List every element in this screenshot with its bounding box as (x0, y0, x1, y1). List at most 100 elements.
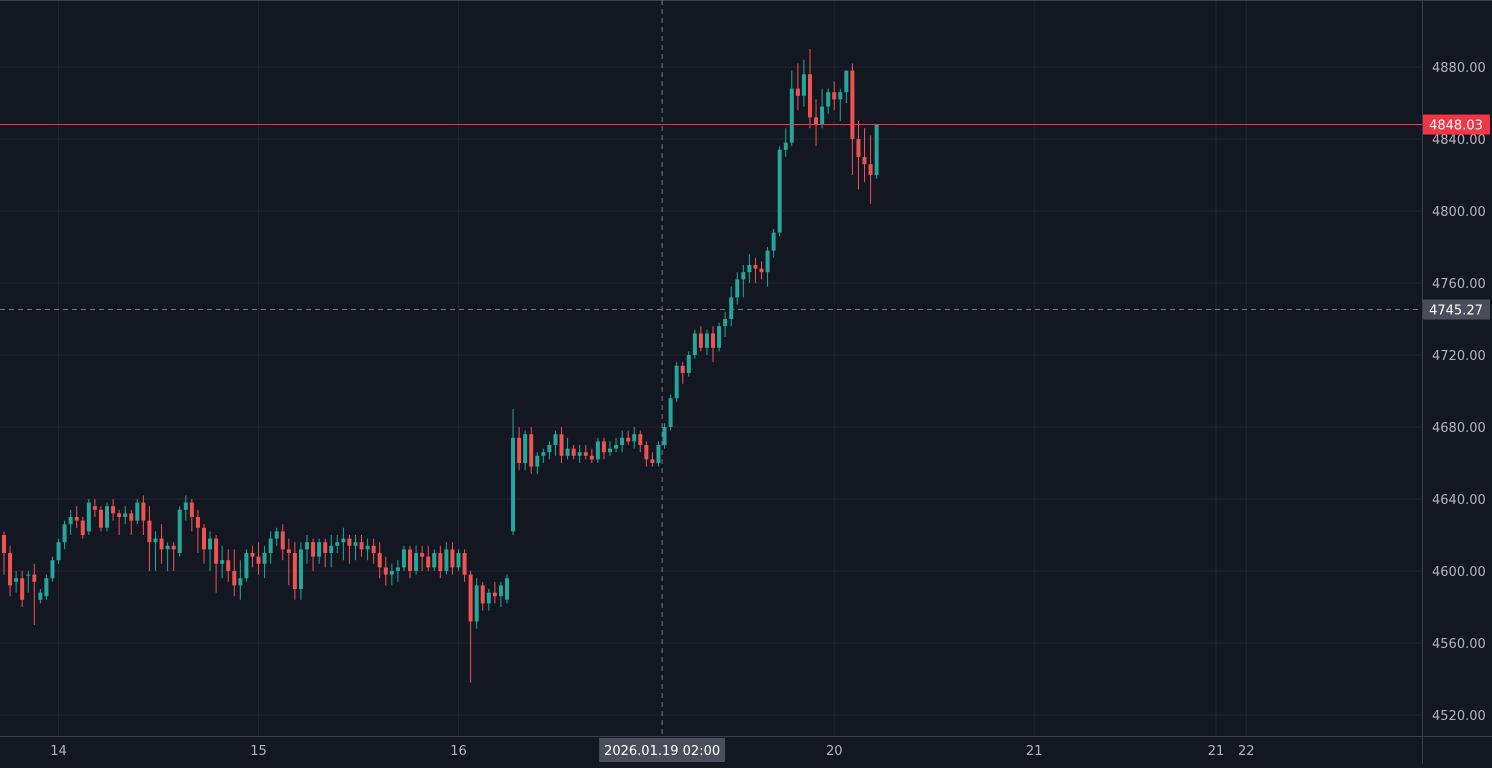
candle[interactable] (153, 531, 158, 571)
candle[interactable] (644, 441, 649, 467)
candle[interactable] (704, 329, 709, 355)
candle[interactable] (214, 535, 219, 593)
candle[interactable] (317, 538, 322, 564)
candle[interactable] (608, 441, 612, 456)
candle[interactable] (795, 63, 800, 111)
candle[interactable] (753, 257, 758, 283)
candle[interactable] (868, 135, 873, 204)
candle[interactable] (80, 517, 85, 539)
candle[interactable] (504, 574, 509, 604)
candle[interactable] (129, 509, 134, 535)
candle[interactable] (323, 538, 328, 568)
candle[interactable] (814, 99, 819, 147)
candle[interactable] (783, 128, 788, 157)
candle[interactable] (311, 538, 316, 571)
candle[interactable] (626, 430, 631, 445)
candle[interactable] (262, 545, 267, 579)
candle[interactable] (408, 545, 413, 579)
candle[interactable] (111, 499, 116, 521)
candle[interactable] (517, 427, 522, 471)
candle[interactable] (468, 571, 473, 683)
candle[interactable] (256, 542, 261, 575)
candle[interactable] (601, 437, 606, 460)
candle[interactable] (86, 499, 91, 535)
candle[interactable] (335, 535, 340, 553)
candle[interactable] (274, 527, 279, 546)
candle[interactable] (444, 542, 449, 575)
candle[interactable] (553, 430, 558, 456)
candle[interactable] (662, 423, 667, 449)
candle[interactable] (426, 545, 431, 571)
candle[interactable] (492, 581, 497, 604)
candle[interactable] (195, 509, 200, 553)
candle[interactable] (632, 427, 637, 449)
candle[interactable] (650, 452, 655, 467)
candle[interactable] (529, 427, 534, 474)
candle[interactable] (135, 499, 140, 525)
candle[interactable] (856, 121, 861, 190)
candle[interactable] (741, 265, 746, 298)
candle[interactable] (244, 549, 249, 582)
candle[interactable] (735, 272, 740, 305)
candle[interactable] (565, 437, 570, 460)
candle[interactable] (438, 545, 443, 579)
candle[interactable] (711, 326, 716, 363)
candle[interactable] (2, 531, 6, 575)
candle[interactable] (250, 545, 255, 568)
candle[interactable] (220, 545, 225, 579)
candle[interactable] (359, 535, 364, 557)
candle[interactable] (498, 581, 503, 607)
candle[interactable] (723, 311, 728, 337)
candle[interactable] (98, 506, 103, 532)
candle[interactable] (141, 495, 146, 535)
candle[interactable] (365, 538, 370, 561)
candle[interactable] (729, 286, 734, 327)
candle[interactable] (201, 524, 206, 564)
candle[interactable] (456, 549, 461, 571)
candle[interactable] (668, 394, 673, 431)
candle[interactable] (74, 506, 79, 528)
candle[interactable] (165, 542, 170, 571)
candle[interactable] (62, 520, 67, 550)
candle[interactable] (38, 589, 43, 604)
candle[interactable] (583, 445, 588, 460)
candle[interactable] (559, 427, 564, 463)
candle[interactable] (56, 538, 61, 564)
candle[interactable] (401, 545, 406, 571)
candle[interactable] (50, 556, 55, 582)
candle[interactable] (638, 430, 643, 453)
candle[interactable] (420, 545, 425, 571)
candle[interactable] (189, 499, 194, 532)
candle[interactable] (620, 430, 625, 453)
candle[interactable] (844, 70, 849, 103)
candle[interactable] (389, 563, 394, 586)
candle[interactable] (686, 351, 691, 377)
candle[interactable] (68, 509, 73, 535)
candle[interactable] (208, 531, 213, 571)
candle[interactable] (777, 146, 782, 237)
candle[interactable] (183, 495, 188, 521)
candle[interactable] (747, 254, 752, 283)
candle[interactable] (92, 499, 97, 517)
candle[interactable] (698, 326, 703, 352)
candle[interactable] (347, 535, 352, 564)
candle[interactable] (238, 560, 243, 600)
candle[interactable] (177, 506, 182, 557)
candle[interactable] (329, 535, 334, 568)
candle[interactable] (341, 527, 346, 561)
candle[interactable] (595, 437, 600, 463)
candle[interactable] (771, 229, 776, 258)
candle[interactable] (371, 538, 376, 564)
candle[interactable] (820, 88, 825, 129)
candle[interactable] (547, 441, 552, 460)
candle[interactable] (680, 362, 685, 384)
candle[interactable] (801, 59, 806, 107)
candle[interactable] (117, 509, 122, 535)
candle[interactable] (832, 81, 837, 111)
candle[interactable] (159, 524, 164, 564)
candle[interactable] (414, 545, 419, 575)
candle[interactable] (486, 589, 491, 611)
candle[interactable] (292, 542, 297, 600)
